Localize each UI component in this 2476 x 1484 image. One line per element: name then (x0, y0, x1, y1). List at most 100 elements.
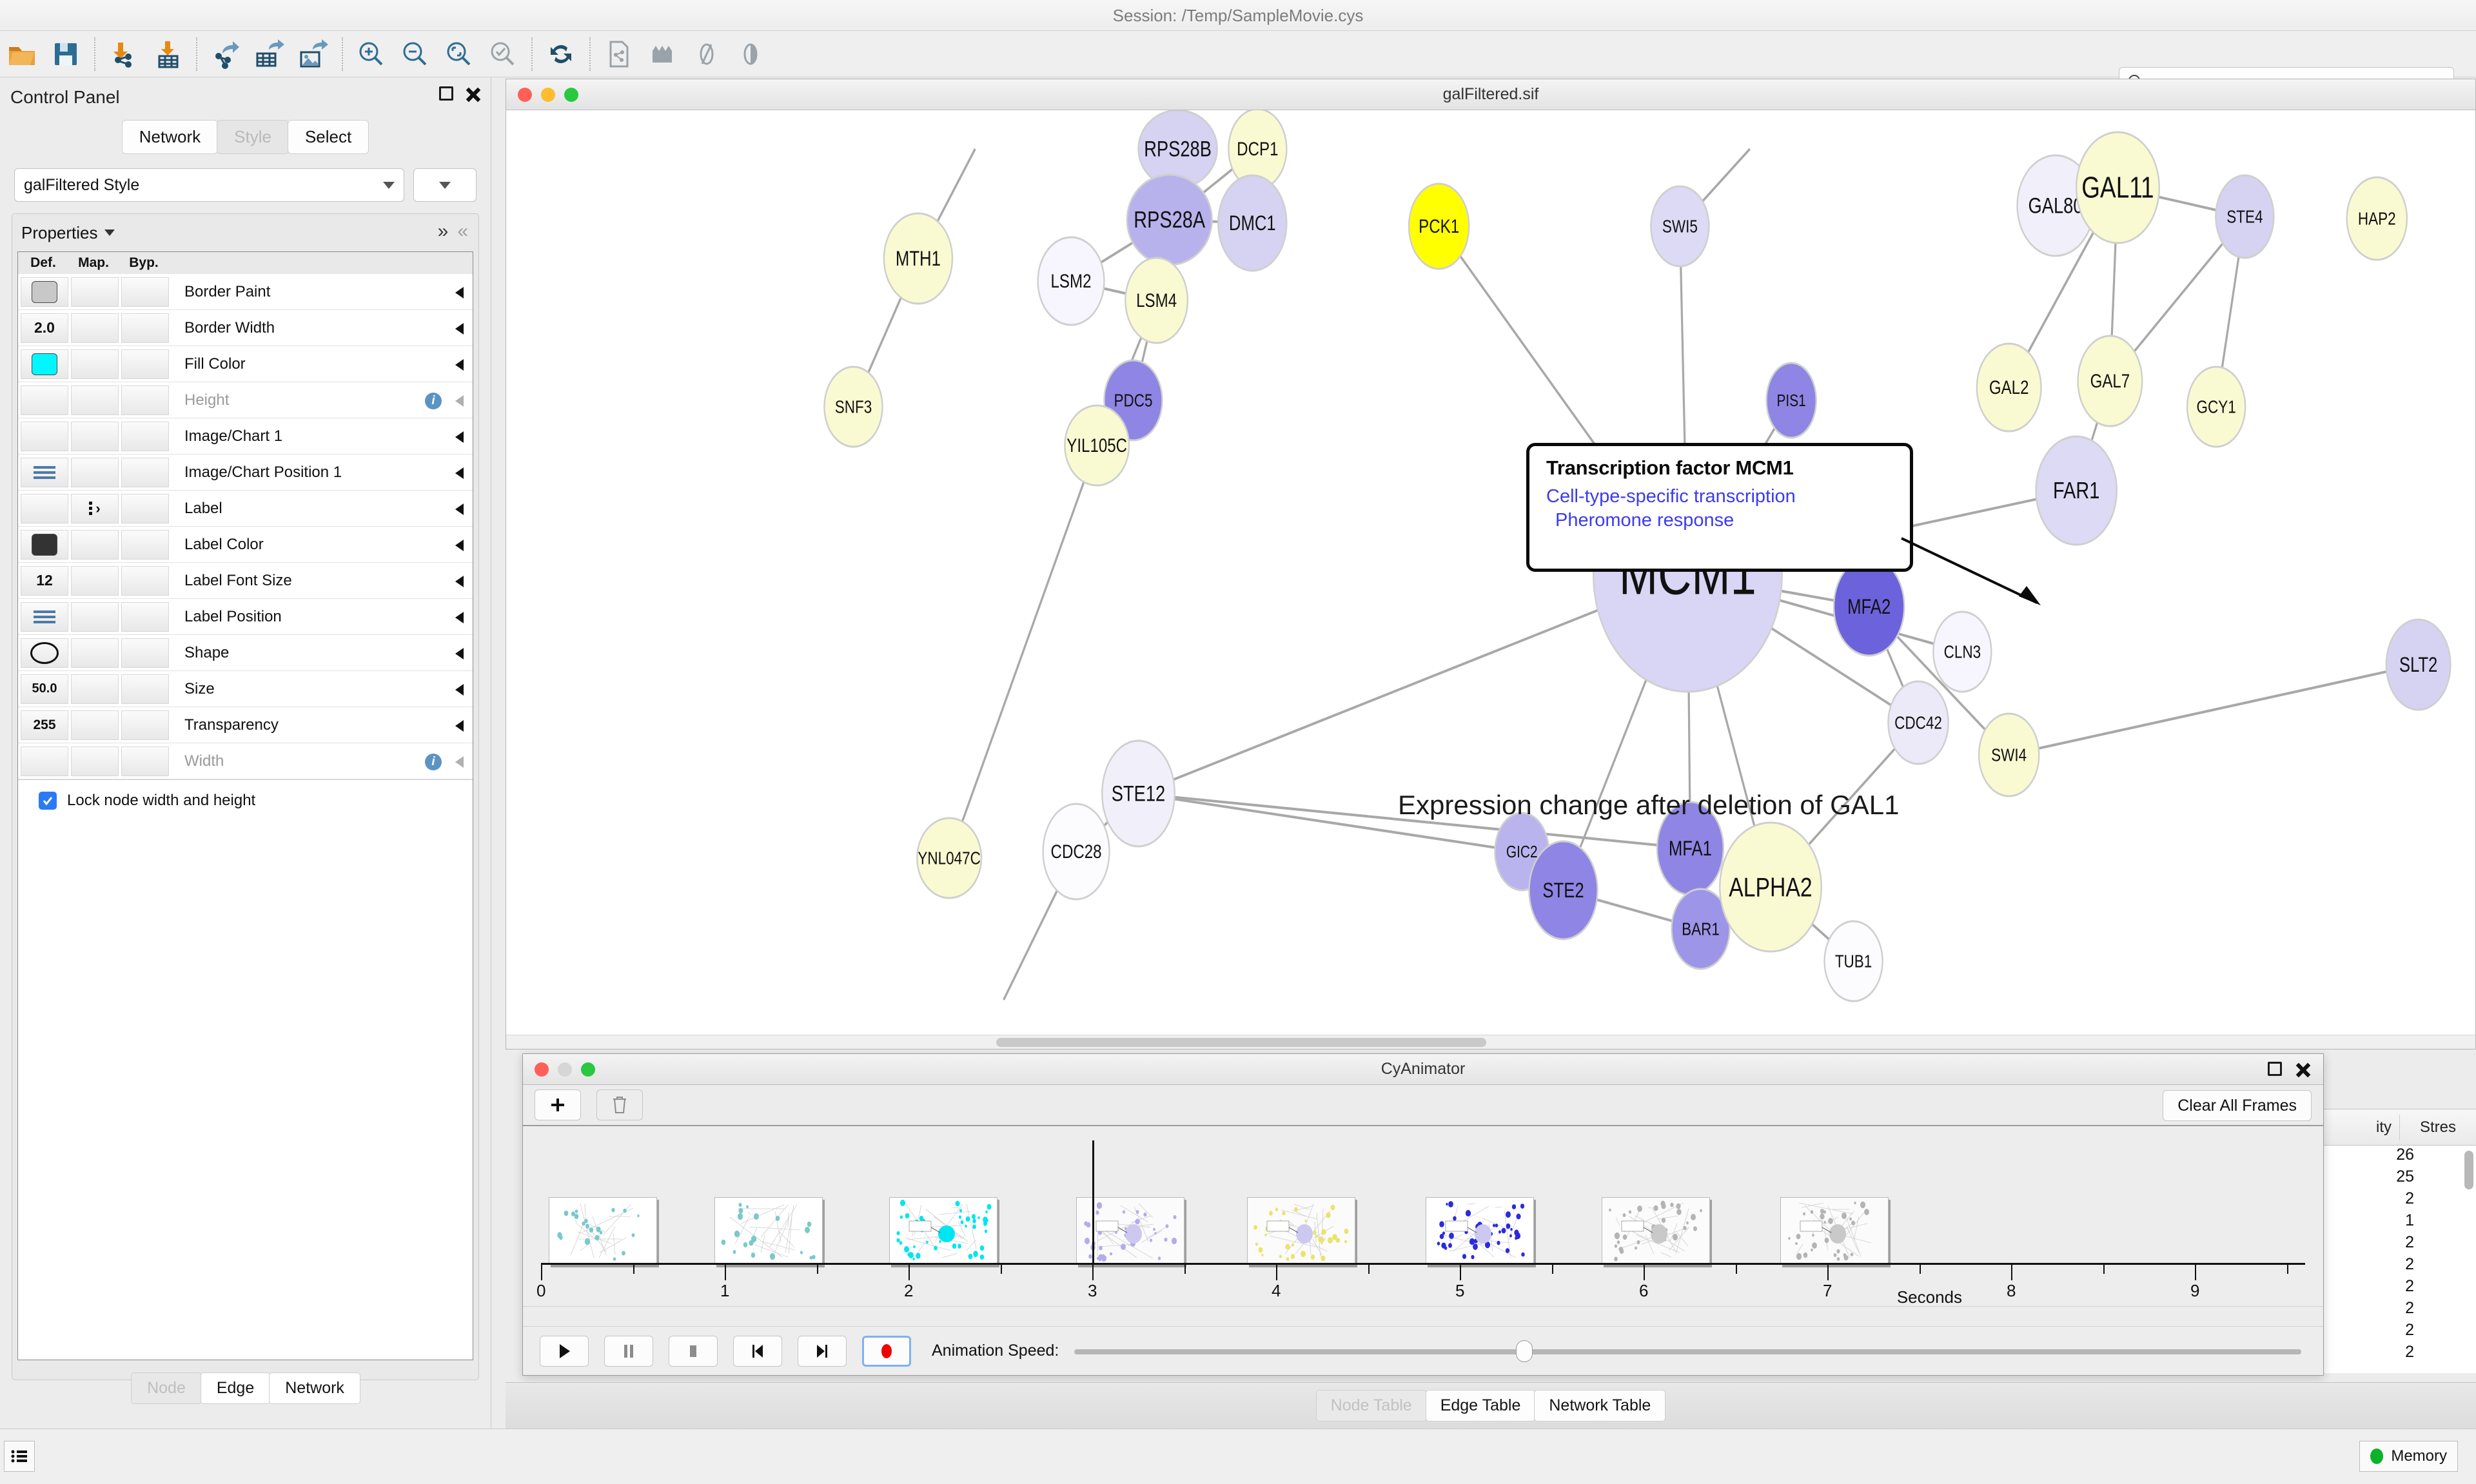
expand-arrow-icon[interactable] (455, 431, 464, 443)
expand-arrow-icon[interactable] (455, 540, 464, 551)
network-edge[interactable] (2009, 663, 2419, 756)
expand-arrow-icon[interactable] (455, 576, 464, 587)
animation-frame[interactable] (1425, 1197, 1534, 1265)
network-node[interactable]: DMC1 (1217, 174, 1288, 272)
network-node[interactable]: MFA2 (1832, 556, 1905, 657)
def-cell[interactable] (21, 746, 68, 776)
network-node[interactable]: YIL105C (1064, 404, 1130, 487)
column-header-stress[interactable]: Stres (2419, 1118, 2456, 1136)
close-panel-icon[interactable] (2295, 1062, 2312, 1079)
network-edge[interactable] (948, 445, 1098, 859)
table-row[interactable]: 2 (2405, 1255, 2414, 1273)
expand-arrow-icon[interactable] (455, 756, 464, 768)
column-header-centrality[interactable]: ity (2376, 1118, 2392, 1136)
expand-arrow-icon[interactable] (455, 359, 464, 371)
scrollbar-thumb[interactable] (996, 1038, 1486, 1047)
network-node[interactable]: GAL7 (2077, 335, 2143, 427)
table-scrollbar-thumb[interactable] (2464, 1151, 2473, 1189)
network-node[interactable]: CDC28 (1042, 803, 1110, 901)
lock-checkbox[interactable] (39, 791, 57, 810)
table-row[interactable]: 26 (2396, 1146, 2414, 1164)
byp-cell[interactable] (121, 313, 169, 343)
expand-arrow-icon[interactable] (455, 323, 464, 335)
chevron-down-icon[interactable] (104, 229, 115, 236)
table-row[interactable]: › Label (18, 491, 473, 527)
import-network-icon[interactable] (102, 34, 146, 74)
network-edge[interactable] (1138, 573, 1688, 795)
slider-knob[interactable] (1516, 1340, 1533, 1362)
tab-network[interactable]: Network (121, 120, 219, 154)
network-horizontal-scrollbar[interactable] (506, 1035, 2475, 1049)
network-node[interactable]: PCK1 (1408, 182, 1470, 270)
close-panel-icon[interactable] (465, 86, 482, 103)
expand-arrow-icon[interactable] (455, 684, 464, 696)
byp-cell[interactable] (121, 638, 169, 668)
table-row[interactable]: Height i (18, 382, 473, 418)
byp-cell[interactable] (121, 746, 169, 776)
style-select[interactable]: galFiltered Style (14, 168, 404, 202)
network-node[interactable]: STE4 (2215, 174, 2275, 259)
expand-arrow-icon[interactable] (455, 287, 464, 298)
skip-end-button[interactable] (798, 1335, 847, 1367)
table-row[interactable]: Width i (18, 743, 473, 779)
map-cell[interactable] (71, 385, 119, 415)
table-row[interactable]: 2 (2405, 1299, 2414, 1317)
network-node[interactable]: MTH1 (883, 212, 954, 305)
table-row[interactable]: Label Position (18, 599, 473, 635)
network-node[interactable]: GAL2 (1976, 342, 2042, 433)
def-cell[interactable] (21, 277, 68, 307)
network-node[interactable]: SWI5 (1650, 185, 1710, 268)
network-node[interactable]: FAR1 (2035, 435, 2118, 546)
byp-cell[interactable] (121, 349, 169, 379)
tab-network-table[interactable]: Network Table (1534, 1390, 1666, 1421)
table-row[interactable]: 25 (2396, 1167, 2414, 1186)
byp-cell[interactable] (121, 277, 169, 307)
def-cell[interactable]: 255 (21, 710, 68, 740)
zoom-in-icon[interactable] (349, 34, 393, 74)
import-table-icon[interactable] (146, 34, 190, 74)
table-row[interactable]: Image/Chart 1 (18, 418, 473, 454)
map-cell[interactable] (71, 674, 119, 704)
map-cell[interactable] (71, 529, 119, 560)
network-edge[interactable] (1138, 792, 1691, 850)
show-icon[interactable] (729, 34, 772, 74)
def-cell[interactable] (21, 493, 68, 523)
table-row[interactable]: Shape (18, 635, 473, 671)
export-network-icon[interactable] (204, 34, 248, 74)
map-cell[interactable]: › (71, 493, 119, 523)
animation-frame[interactable] (1780, 1197, 1889, 1265)
hide-icon[interactable] (685, 34, 729, 74)
tab-network-props[interactable]: Network (269, 1372, 360, 1404)
map-cell[interactable] (71, 349, 119, 379)
map-cell[interactable] (71, 565, 119, 596)
tab-select[interactable]: Select (287, 120, 369, 154)
export-image-icon[interactable] (291, 34, 335, 74)
animation-speed-slider[interactable] (1074, 1340, 2301, 1362)
expand-arrow-icon[interactable] (455, 612, 464, 623)
show-task-list-icon[interactable] (4, 1441, 35, 1472)
def-cell[interactable] (21, 638, 68, 668)
close-window-icon[interactable] (535, 1062, 549, 1077)
def-cell[interactable] (21, 421, 68, 451)
network-node[interactable]: BAR1 (1671, 888, 1731, 970)
play-button[interactable] (540, 1335, 589, 1367)
refresh-icon[interactable] (539, 34, 583, 74)
animation-frame[interactable] (1602, 1197, 1711, 1265)
animation-timeline[interactable]: 0 1 2 3 4 5 6 7 8 9 Seconds (523, 1126, 2323, 1307)
def-cell[interactable] (21, 601, 68, 632)
maximize-window-icon[interactable] (564, 87, 578, 102)
table-row[interactable]: Border Paint (18, 274, 473, 310)
minimize-window-icon[interactable] (541, 87, 555, 102)
map-cell[interactable] (71, 638, 119, 668)
table-row[interactable]: Label Color (18, 527, 473, 563)
style-options-button[interactable] (413, 168, 477, 202)
table-row[interactable]: 2 (2405, 1321, 2414, 1339)
tab-style[interactable]: Style (217, 120, 289, 154)
results-table-peek[interactable]: ity Stres 26 25 2 1 2 2 2 2 2 2 (2321, 1109, 2476, 1373)
byp-cell[interactable] (121, 457, 169, 487)
skip-start-button[interactable] (733, 1335, 782, 1367)
network-node[interactable]: MFA1 (1656, 801, 1725, 896)
expand-arrow-icon[interactable] (455, 395, 464, 407)
network-node[interactable]: HAP2 (2346, 176, 2408, 261)
